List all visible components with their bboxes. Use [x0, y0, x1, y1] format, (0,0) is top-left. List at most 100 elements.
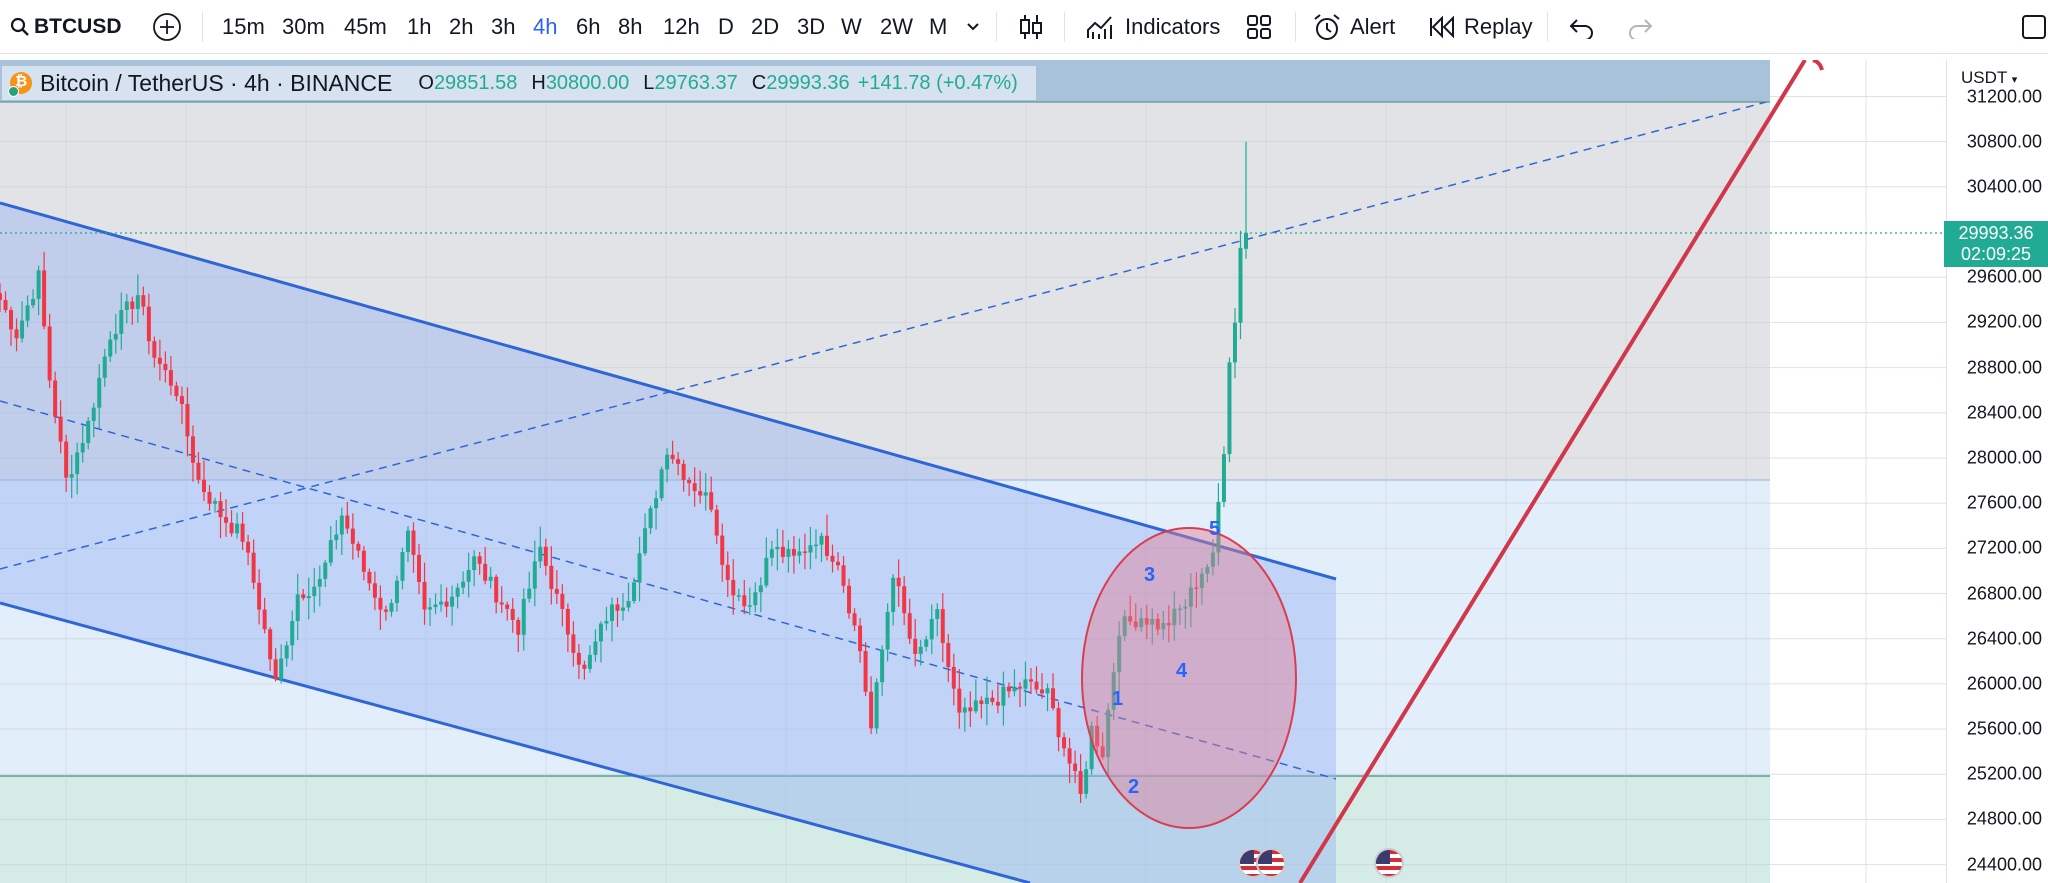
candle-body [554, 588, 559, 594]
candle-body [168, 370, 173, 386]
price-axis-label: 30400.00 [1966, 176, 2042, 197]
candle-body [615, 604, 620, 611]
compare-button[interactable] [152, 0, 182, 54]
indicators-button[interactable]: Indicators [1085, 0, 1220, 54]
timeframe-2w[interactable]: 2W [880, 14, 913, 39]
price-axis-label: 25200.00 [1966, 763, 2042, 784]
timeframe-15m[interactable]: 15m [222, 14, 265, 39]
candle-body [648, 508, 653, 529]
candle-body [394, 580, 399, 603]
candle-body [108, 339, 113, 357]
toolbar-separator [996, 12, 997, 42]
timeframe-3h[interactable]: 3h [491, 14, 516, 39]
alert-button[interactable]: Alert [1312, 0, 1395, 54]
candle-body [836, 561, 841, 566]
timeframe-8h[interactable]: 8h [618, 14, 643, 39]
candle-body [984, 697, 989, 705]
candle-body [31, 298, 36, 306]
candle-body [64, 441, 69, 478]
candle-body [543, 546, 548, 566]
candle-body [549, 565, 554, 589]
candle-body [9, 310, 14, 330]
chart-canvas[interactable] [0, 60, 2048, 883]
timeframe-45m[interactable]: 45m [344, 14, 387, 39]
symbol-search[interactable]: BTCUSD [10, 0, 122, 54]
candle-body [626, 601, 631, 608]
chart-type-button[interactable] [1017, 0, 1045, 54]
candle-body [1012, 686, 1017, 692]
currency-selector[interactable]: USDT ▾ [1959, 68, 2020, 88]
candle-body [609, 604, 614, 621]
us-flag-event-icon[interactable] [1256, 848, 1286, 878]
timeframe-dropdown[interactable] [965, 0, 981, 54]
candle-body [505, 604, 510, 609]
candle-body [1028, 679, 1033, 682]
candle-body [218, 501, 223, 518]
candle-body [1122, 616, 1127, 637]
candle-body [797, 551, 802, 556]
candle-body [240, 523, 245, 542]
timeframe-m[interactable]: M [929, 14, 948, 39]
red-curve-fragment [1812, 60, 1824, 71]
timeframe-12h[interactable]: 12h [663, 14, 700, 39]
candle-body [714, 509, 719, 536]
us-flag-event-icon[interactable] [1374, 848, 1404, 878]
layouts-button[interactable] [1245, 0, 1273, 54]
candle-body [97, 377, 102, 408]
candle-body [1089, 725, 1094, 770]
replay-button[interactable]: Replay [1428, 0, 1532, 54]
chart-pane[interactable] [0, 60, 2048, 883]
price-axis-label: 26000.00 [1966, 673, 2042, 694]
candle-body [499, 602, 504, 605]
range-zone-lower [0, 776, 1770, 883]
fullscreen-button[interactable] [2020, 0, 2048, 54]
candle-body [632, 582, 637, 602]
candle-body [1150, 618, 1155, 625]
candle-body [1177, 608, 1182, 611]
timeframe-2h[interactable]: 2h [449, 14, 474, 39]
timeframe-2d[interactable]: 2D [751, 14, 780, 39]
candle-body [869, 691, 874, 729]
price-axis-label: 26400.00 [1966, 628, 2042, 649]
candle-body [20, 320, 25, 339]
candle-body [929, 618, 934, 640]
candle-body [163, 363, 168, 371]
timeframe-1h[interactable]: 1h [407, 14, 432, 39]
timeframe-30m[interactable]: 30m [282, 14, 325, 39]
candle-body [58, 416, 63, 442]
candle-body [1194, 587, 1199, 590]
timeframe-3d[interactable]: 3D [797, 14, 826, 39]
timeframe-w[interactable]: W [841, 14, 862, 39]
candle-body [665, 454, 670, 470]
low-key: L [643, 71, 655, 94]
candle-body [1210, 552, 1215, 567]
candle-body [42, 270, 47, 327]
candle-body [179, 396, 184, 405]
candle-body [1111, 672, 1116, 710]
candle-body [53, 380, 58, 417]
undo-button[interactable] [1568, 0, 1596, 54]
wave-label-5: 5 [1209, 518, 1221, 540]
candle-body [130, 301, 135, 309]
candle-body [389, 602, 394, 612]
timeframe-d[interactable]: D [718, 14, 734, 39]
redo-button[interactable] [1626, 0, 1654, 54]
candle-body [36, 270, 41, 299]
candle-body [532, 561, 537, 589]
candle-body [1078, 771, 1083, 794]
candle-body [102, 356, 107, 378]
last-price-value: 29993.36 [1958, 223, 2034, 243]
candle-body [1144, 618, 1149, 625]
price-axis[interactable]: 31200.00 30800.00 30400.00 29600.00 29200.00… [1946, 60, 2048, 883]
candle-body [367, 571, 372, 584]
candle-body [1166, 623, 1171, 626]
timeframe-6h[interactable]: 6h [576, 14, 601, 39]
price-axis-label: 29200.00 [1966, 311, 2042, 332]
candle-body [791, 549, 796, 556]
candle-body [1056, 708, 1061, 738]
candle-body [858, 625, 863, 652]
candle-body [637, 553, 642, 583]
timeframe-4h[interactable]: 4h [533, 14, 558, 39]
currency-label: USDT [1961, 68, 2007, 87]
candle-body [775, 546, 780, 550]
